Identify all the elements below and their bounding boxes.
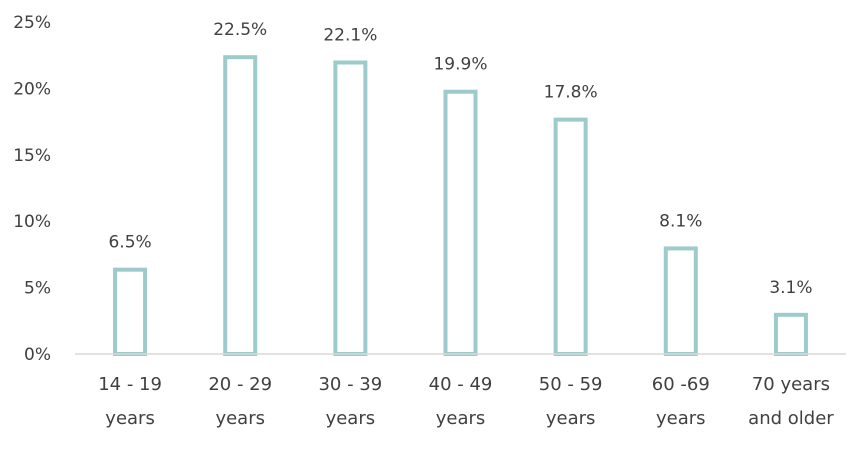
x-tick-label: years	[656, 408, 706, 429]
data-label: 6.5%	[108, 233, 151, 253]
y-tick-label: 5%	[24, 279, 51, 299]
data-label: 17.8%	[544, 83, 598, 103]
y-tick-label: 20%	[13, 79, 51, 99]
x-tick-label: and older	[748, 408, 834, 429]
x-tick-label: years	[436, 408, 486, 429]
bar	[663, 246, 698, 357]
x-tick-label: years	[546, 408, 596, 429]
x-tick-label: years	[105, 408, 155, 429]
x-tick-label: 50 - 59	[539, 374, 603, 395]
bar	[223, 55, 258, 356]
bar	[773, 312, 808, 356]
bar	[443, 89, 478, 356]
x-tick-label: years	[326, 408, 376, 429]
data-label: 3.1%	[769, 278, 812, 298]
data-label: 22.5%	[213, 20, 267, 40]
data-label: 8.1%	[659, 211, 702, 231]
x-tick-label: 30 - 39	[318, 374, 382, 395]
x-tick-label: 60 -69	[652, 374, 710, 395]
data-label: 22.1%	[323, 26, 377, 46]
x-tick-label: years	[215, 408, 265, 429]
bar	[113, 267, 148, 356]
bar	[333, 60, 368, 357]
y-tick-label: 10%	[13, 212, 51, 232]
y-tick-label: 25%	[13, 13, 51, 33]
x-tick-label: 70 years	[752, 374, 830, 395]
data-label: 19.9%	[433, 55, 487, 75]
bar	[553, 117, 588, 356]
x-tick-label: 20 - 29	[208, 374, 272, 395]
y-tick-label: 0%	[24, 345, 51, 365]
x-tick-label: 40 - 49	[429, 374, 493, 395]
y-tick-label: 15%	[13, 146, 51, 166]
x-tick-label: 14 - 19	[98, 374, 162, 395]
